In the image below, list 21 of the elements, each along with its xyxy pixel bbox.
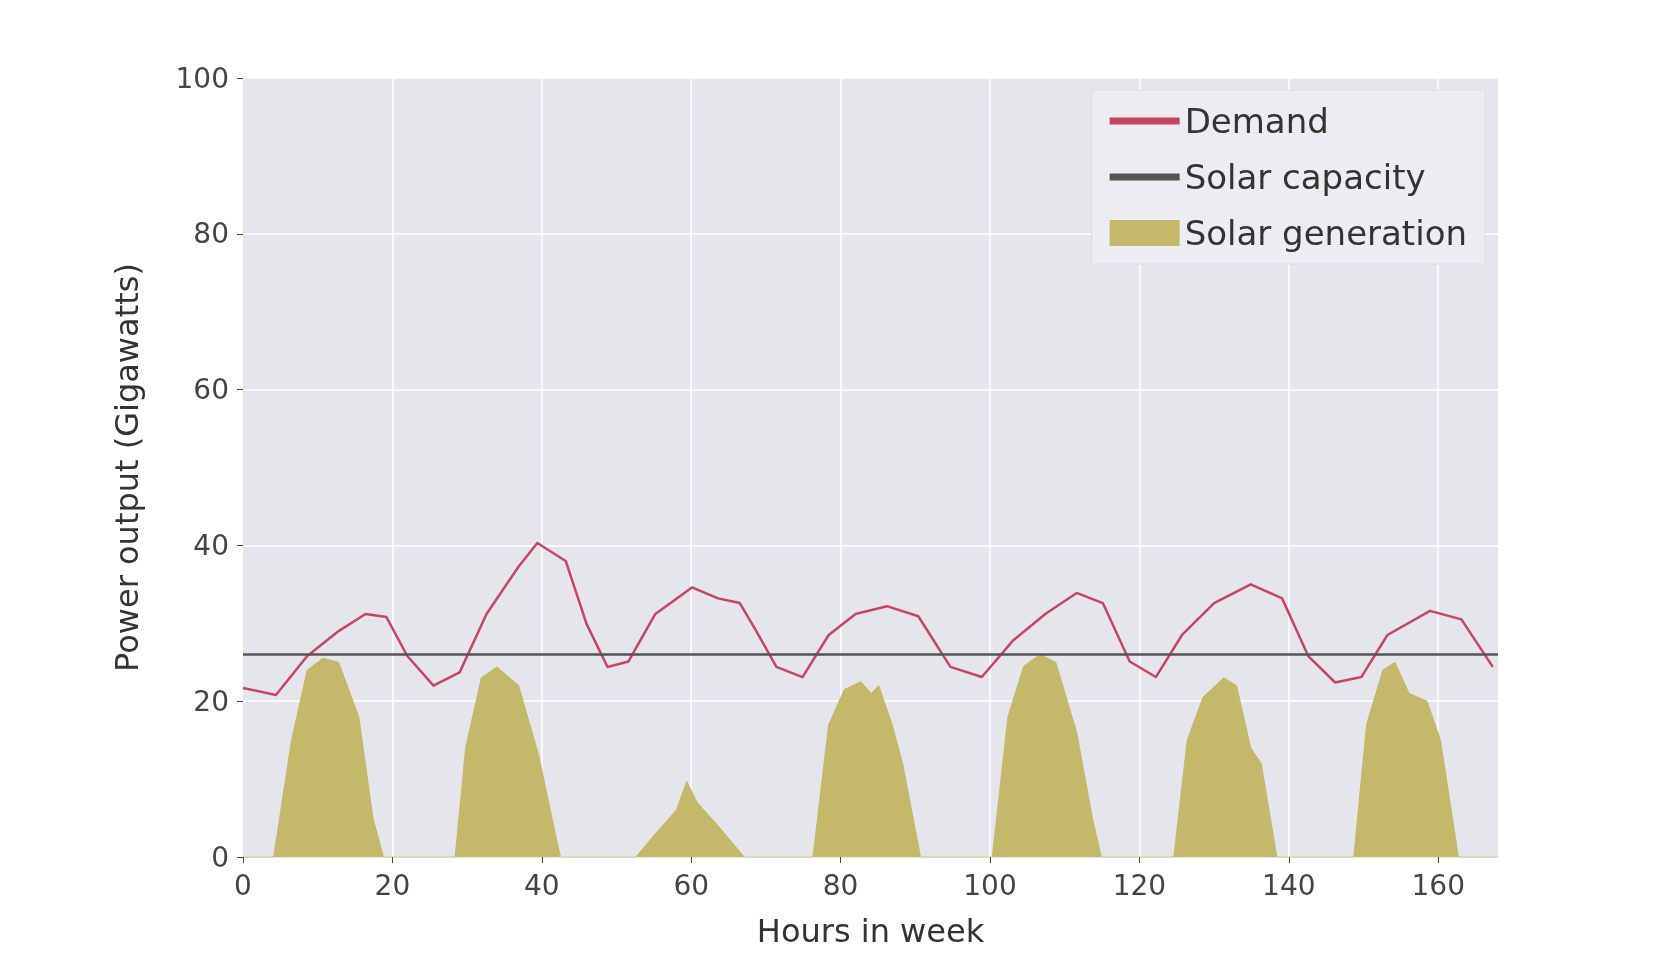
y-tick-label: 80	[193, 217, 229, 251]
legend-label: Solar capacity	[1184, 157, 1426, 197]
y-axis-title: Power output (Gigawatts)	[108, 263, 146, 672]
x-tick-label: 60	[673, 868, 710, 902]
x-tick-label: 140	[1262, 868, 1316, 902]
x-tick-label: 80	[822, 868, 859, 902]
legend-label: Solar generation	[1184, 213, 1467, 253]
line-series	[241, 541, 1495, 697]
y-tick-label: 100	[175, 61, 229, 95]
x-tick-label: 100	[963, 868, 1017, 902]
x-tick-label: 40	[523, 868, 560, 902]
y-tick-label: 20	[193, 684, 229, 718]
x-axis-title: Hours in week	[756, 912, 985, 950]
x-tick-label: 20	[374, 868, 411, 902]
x-tick-label: 160	[1411, 868, 1465, 902]
y-tick-label: 60	[193, 373, 229, 407]
x-tick-label: 0	[234, 868, 252, 902]
y-tick-label: 0	[211, 840, 229, 874]
x-tick-label: 120	[1112, 868, 1167, 902]
y-tick-label: 40	[193, 528, 229, 562]
legend-label: Demand	[1184, 101, 1329, 141]
